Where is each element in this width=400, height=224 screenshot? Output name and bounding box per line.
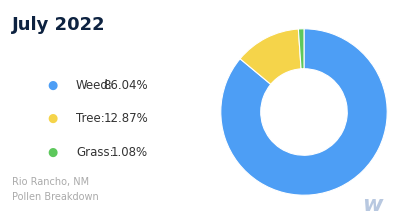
Text: 86.04%: 86.04% bbox=[103, 79, 148, 92]
Text: Rio Rancho, NM
Pollen Breakdown: Rio Rancho, NM Pollen Breakdown bbox=[12, 177, 99, 202]
Text: Weed:: Weed: bbox=[76, 79, 113, 92]
Wedge shape bbox=[298, 29, 304, 69]
Text: Tree:: Tree: bbox=[76, 112, 105, 125]
Text: ●: ● bbox=[47, 112, 57, 125]
Wedge shape bbox=[240, 29, 301, 84]
Wedge shape bbox=[221, 29, 387, 195]
Text: Grass:: Grass: bbox=[76, 146, 114, 159]
Text: July 2022: July 2022 bbox=[12, 16, 106, 34]
Text: 12.87%: 12.87% bbox=[103, 112, 148, 125]
Text: 1.08%: 1.08% bbox=[111, 146, 148, 159]
Text: ●: ● bbox=[47, 79, 57, 92]
Text: w: w bbox=[362, 195, 382, 215]
Text: ●: ● bbox=[47, 146, 57, 159]
